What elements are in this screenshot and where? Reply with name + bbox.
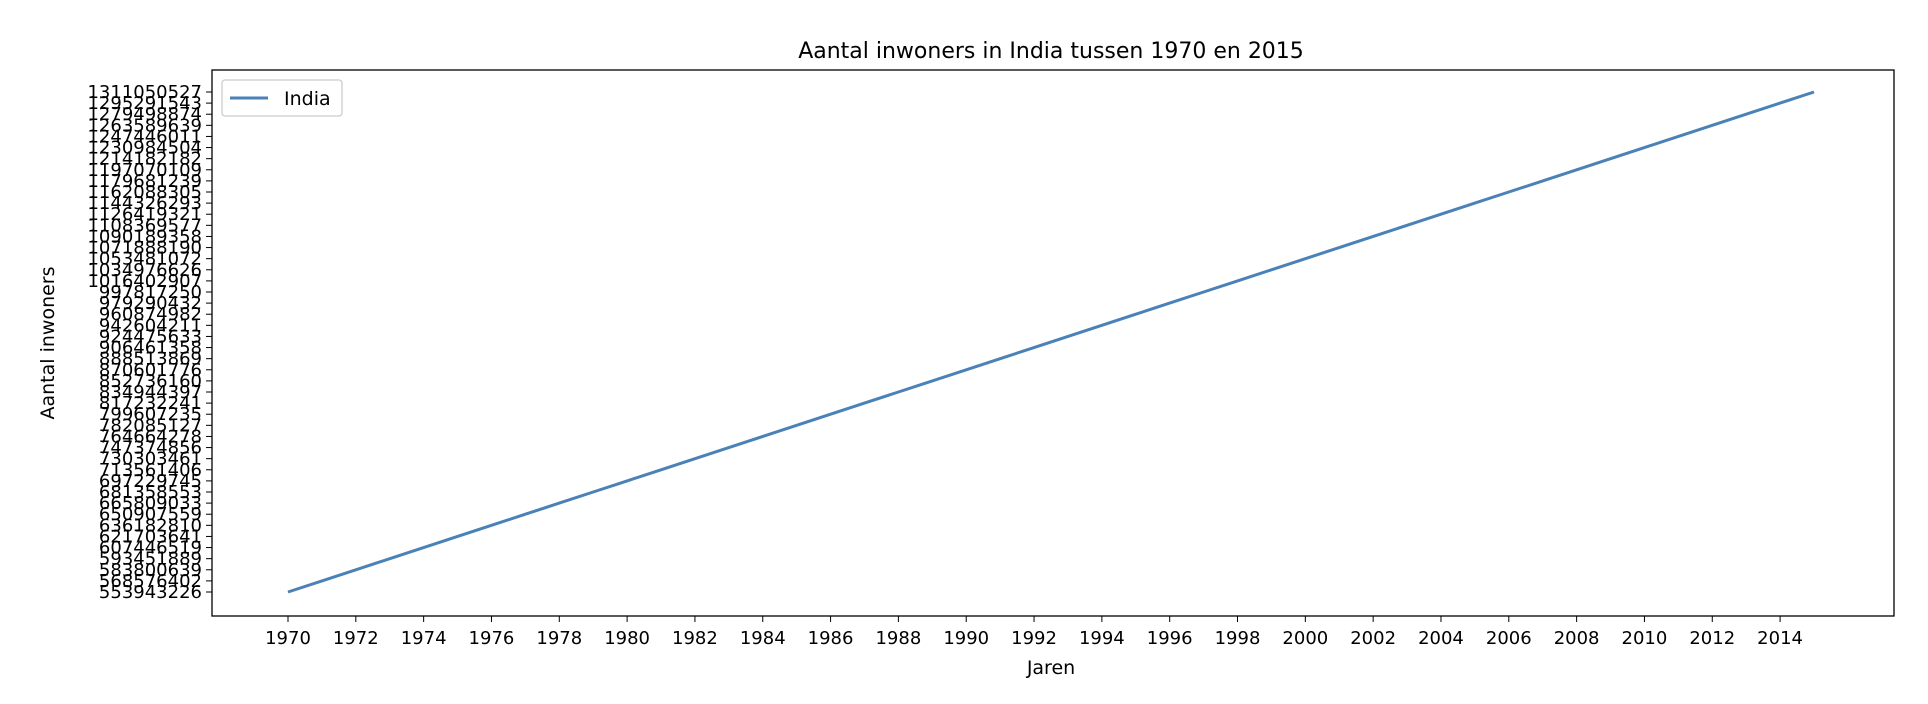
- y-tick-label: 924475633: [99, 326, 202, 347]
- y-tick-label: 665809033: [99, 493, 202, 514]
- x-tick-label: 2008: [1554, 628, 1600, 649]
- x-tick-label: 2002: [1350, 628, 1396, 649]
- x-tick-label: 1994: [1079, 628, 1125, 649]
- series-layer: [287, 90, 1815, 594]
- legend-label-india: India: [284, 88, 331, 110]
- y-tick-label: 1279498874: [87, 104, 202, 125]
- x-tick-label: 1974: [401, 628, 447, 649]
- x-tick-label: 1980: [604, 628, 650, 649]
- y-tick-label: 697229745: [99, 471, 202, 492]
- x-tick-label: 2012: [1689, 628, 1735, 649]
- series-line-india: [287, 90, 1815, 594]
- y-tick-label: 979290432: [99, 293, 202, 314]
- y-tick-label: 834944397: [99, 382, 202, 403]
- y-tick-label: 1247446011: [87, 126, 202, 147]
- y-tick-label: 553943226: [99, 582, 202, 603]
- x-tick-label: 1988: [875, 628, 921, 649]
- x-tick-label: 2010: [1622, 628, 1668, 649]
- y-tick-label: 593451889: [99, 549, 202, 570]
- y-axis-ticks: 5539432265685764025838006395934518896074…: [87, 82, 212, 603]
- x-tick-label: 1976: [469, 628, 515, 649]
- x-tick-label: 1984: [740, 628, 786, 649]
- y-tick-label: 1295291543: [87, 93, 202, 114]
- y-tick-label: 782085127: [99, 415, 202, 436]
- y-tick-label: 1090189358: [87, 226, 202, 247]
- y-tick-label: 681358553: [99, 482, 202, 503]
- y-tick-label: 1263589639: [87, 115, 202, 136]
- x-tick-label: 1998: [1215, 628, 1261, 649]
- plot-area-frame: [211, 69, 1895, 617]
- y-tick-label: 1311050527: [87, 82, 202, 103]
- y-tick-label: 730303461: [99, 449, 202, 470]
- y-tick-label: 1126419321: [87, 204, 202, 225]
- y-tick-label: 713561406: [99, 460, 202, 481]
- y-tick-label: 852736160: [99, 371, 202, 392]
- x-tick-label: 1992: [1011, 628, 1057, 649]
- x-tick-label: 2006: [1486, 628, 1532, 649]
- x-tick-label: 1970: [265, 628, 311, 649]
- y-tick-label: 621703641: [99, 526, 202, 547]
- x-axis-label: Jaren: [1026, 657, 1075, 679]
- y-tick-label: 568576402: [99, 571, 202, 592]
- y-tick-label: 1162088305: [87, 182, 202, 203]
- y-tick-label: 997817250: [99, 282, 202, 303]
- y-tick-label: 607446519: [99, 538, 202, 559]
- y-tick-label: 1071888190: [87, 238, 202, 259]
- x-tick-label: 1996: [1147, 628, 1193, 649]
- y-tick-label: 1108369577: [87, 215, 202, 236]
- y-tick-label: 583800639: [99, 560, 202, 581]
- y-tick-label: 1230984504: [87, 138, 202, 159]
- y-tick-label: 799607235: [99, 404, 202, 425]
- legend-box: [221, 79, 343, 117]
- y-axis-label: Aantal inwoners: [37, 266, 59, 419]
- x-tick-label: 2000: [1282, 628, 1328, 649]
- x-tick-label: 1990: [943, 628, 989, 649]
- y-tick-label: 1053481072: [87, 249, 202, 270]
- y-tick-label: 1179681239: [87, 171, 202, 192]
- y-tick-label: 650907559: [99, 504, 202, 525]
- y-tick-label: 1144326293: [87, 193, 202, 214]
- x-tick-label: 1986: [808, 628, 854, 649]
- chart-title: Aantal inwoners in India tussen 1970 en …: [798, 39, 1304, 64]
- y-tick-label: 747374856: [99, 438, 202, 459]
- y-tick-label: 960874982: [99, 304, 202, 325]
- y-tick-label: 636182810: [99, 515, 202, 536]
- x-tick-label: 1978: [536, 628, 582, 649]
- x-axis-ticks: 1970 1972 1974 1976 1978 1980 1982 1984 1986 1988…: [265, 616, 1803, 649]
- x-tick-label: 2014: [1757, 628, 1803, 649]
- legend: India: [221, 79, 343, 117]
- y-tick-label: 1034976626: [87, 260, 202, 281]
- y-tick-label: 942604211: [99, 315, 202, 336]
- y-tick-label: 1214182182: [87, 149, 202, 170]
- y-tick-label: 888513869: [99, 349, 202, 370]
- y-tick-label: 870601776: [99, 360, 202, 381]
- x-tick-label: 2004: [1418, 628, 1464, 649]
- y-tick-label: 1016402907: [87, 271, 202, 292]
- y-tick-label: 906461358: [99, 338, 202, 359]
- x-tick-label: 1972: [333, 628, 379, 649]
- y-tick-label: 1197070109: [87, 160, 202, 181]
- y-tick-label: 817232241: [99, 393, 202, 414]
- y-tick-label: 764664278: [99, 426, 202, 447]
- x-tick-label: 1982: [672, 628, 718, 649]
